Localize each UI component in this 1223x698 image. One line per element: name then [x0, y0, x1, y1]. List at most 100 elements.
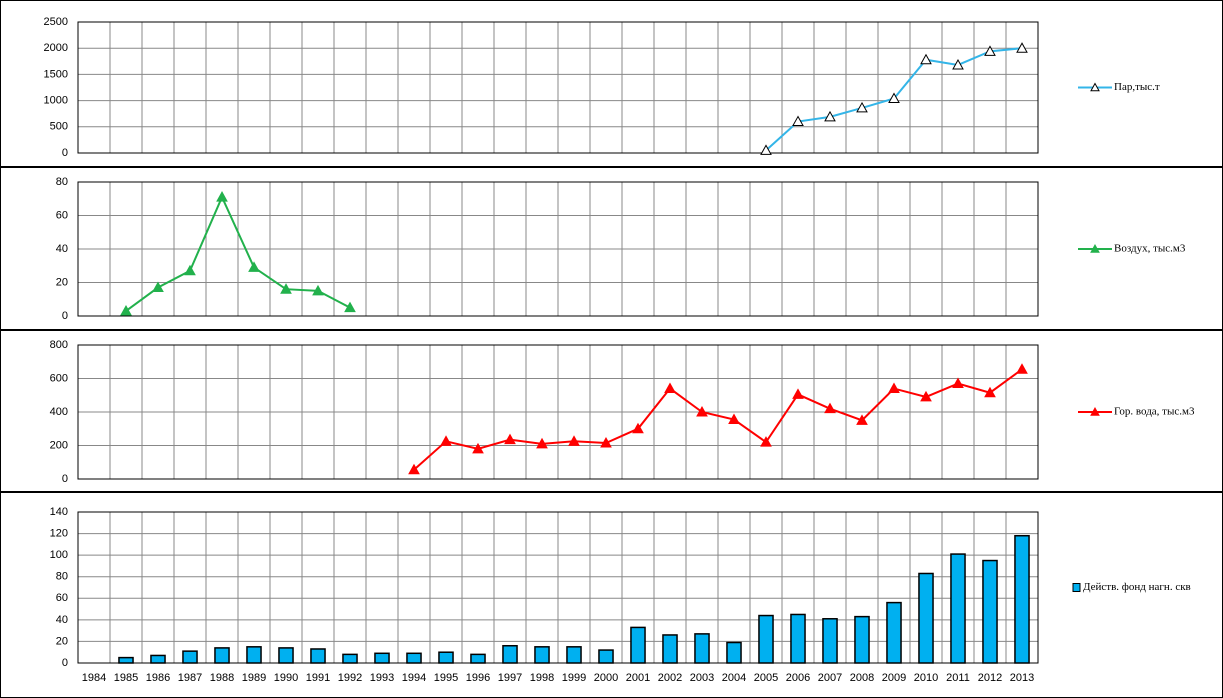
marker	[632, 422, 644, 434]
bar	[694, 633, 710, 664]
y-tick-label: 0	[62, 473, 68, 485]
marker	[728, 413, 740, 425]
y-tick-label: 400	[50, 406, 68, 418]
x-tick-label: 1988	[210, 672, 234, 684]
marker	[440, 435, 452, 446]
marker	[952, 58, 964, 70]
marker	[504, 433, 516, 445]
marker	[152, 281, 164, 293]
y-tick-label: 800	[50, 339, 68, 351]
bar	[886, 601, 902, 664]
marker	[888, 92, 900, 104]
bar	[630, 626, 646, 664]
marker	[760, 144, 772, 155]
bar	[1014, 534, 1030, 664]
x-tick-label: 1985	[114, 672, 138, 684]
x-tick-label: 1995	[434, 672, 458, 684]
marker	[312, 284, 324, 296]
marker	[120, 304, 132, 316]
x-tick-label: 1992	[338, 672, 362, 684]
marker	[856, 414, 868, 425]
bar	[662, 634, 678, 664]
bar	[822, 618, 838, 664]
x-tick-label: 2008	[850, 672, 874, 684]
marker	[1016, 363, 1028, 374]
marker	[920, 390, 932, 402]
y-tick-label: 2500	[44, 16, 68, 28]
x-tick-label: 2011	[946, 672, 970, 684]
marker	[408, 463, 420, 475]
legend-marker	[1090, 243, 1100, 253]
x-tick-label: 2005	[754, 672, 778, 684]
x-tick-label: 1989	[242, 672, 266, 684]
bar	[790, 613, 806, 664]
marker	[216, 191, 228, 202]
y-tick-label: 80	[56, 571, 68, 583]
y-tick-label: 20	[56, 635, 68, 647]
x-tick-label: 1986	[146, 672, 170, 684]
legend-swatch	[1072, 583, 1081, 592]
y-tick-label: 100	[50, 549, 68, 561]
marker	[824, 110, 836, 122]
y-tick-label: 80	[56, 176, 68, 188]
y-tick-label: 40	[56, 614, 68, 626]
x-tick-label: 2010	[914, 672, 938, 684]
x-tick-label: 1999	[562, 672, 586, 684]
marker	[792, 115, 804, 127]
marker	[824, 402, 836, 414]
x-tick-label: 2003	[690, 672, 714, 684]
y-tick-label: 1000	[44, 95, 68, 107]
bar	[854, 615, 870, 664]
bar	[278, 647, 294, 664]
marker	[600, 436, 612, 448]
marker	[920, 53, 932, 65]
plot-area	[77, 511, 1039, 664]
bar	[502, 644, 518, 664]
x-tick-label: 2004	[722, 672, 746, 684]
legend-marker	[1090, 82, 1100, 92]
x-tick-label: 1990	[274, 672, 298, 684]
y-tick-label: 2000	[44, 42, 68, 54]
x-tick-label: 1984	[82, 672, 106, 684]
bar	[758, 614, 774, 664]
marker	[664, 382, 676, 394]
plot-area	[77, 181, 1039, 317]
x-tick-label: 1998	[530, 672, 554, 684]
legend-label: Действ. фонд нагн. скв	[1083, 581, 1191, 593]
marker	[792, 388, 804, 399]
series-line	[413, 368, 1023, 471]
bar	[182, 650, 198, 664]
x-tick-label: 2002	[658, 672, 682, 684]
x-tick-label: 1994	[402, 672, 426, 684]
x-tick-label: 2001	[626, 672, 650, 684]
bar	[982, 559, 998, 664]
bar	[598, 649, 614, 664]
bar	[726, 641, 742, 664]
marker	[952, 377, 964, 389]
bar	[438, 651, 454, 664]
marker	[1016, 42, 1028, 53]
legend-marker	[1090, 406, 1100, 416]
y-tick-label: 0	[62, 147, 68, 159]
x-tick-label: 2007	[818, 672, 842, 684]
bar	[406, 652, 422, 664]
plot-area	[77, 21, 1039, 154]
marker	[760, 436, 772, 447]
y-tick-label: 120	[50, 527, 68, 539]
marker	[344, 301, 356, 313]
bar	[214, 647, 230, 664]
plot-area	[77, 344, 1039, 480]
x-tick-label: 1997	[498, 672, 522, 684]
x-tick-label: 1996	[466, 672, 490, 684]
y-tick-label: 140	[50, 506, 68, 518]
x-tick-label: 2000	[594, 672, 618, 684]
x-tick-label: 2006	[786, 672, 810, 684]
bar	[150, 654, 166, 664]
bar	[918, 572, 934, 664]
x-tick-label: 2009	[882, 672, 906, 684]
bar	[950, 553, 966, 664]
x-tick-label: 1987	[178, 672, 202, 684]
legend-label: Воздух, тыс.м3	[1114, 243, 1186, 255]
